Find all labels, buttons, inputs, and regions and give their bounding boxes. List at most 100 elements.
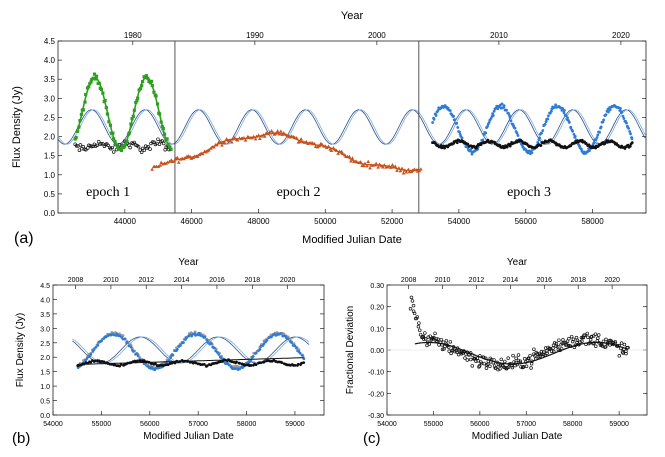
data-point-black (541, 350, 546, 354)
data-point-orange (159, 160, 163, 164)
data-point-blue (562, 111, 566, 115)
data-point-blue (194, 334, 197, 337)
data-point-black (514, 356, 518, 361)
top-tick-label: 2010 (435, 277, 451, 284)
data-point-black (238, 362, 242, 365)
data-point-black (302, 361, 306, 365)
x-tick-label: 46000 (181, 217, 204, 226)
data-point-orange (350, 156, 355, 160)
data-point-black (259, 361, 263, 365)
fit-green (77, 76, 172, 151)
data-point-blue (88, 355, 91, 358)
y-tick-label: 0.00 (370, 348, 384, 355)
data-point-orange (401, 171, 406, 175)
data-point-black (455, 141, 459, 145)
data-point-orange (165, 160, 170, 164)
data-point-blue (540, 131, 544, 135)
data-point-orange (376, 165, 380, 169)
data-point-black (511, 353, 515, 358)
data-point-green (92, 72, 97, 76)
data-point-orange (404, 170, 409, 174)
top-axis-label: Year (341, 10, 364, 22)
data-point-blue (185, 336, 188, 340)
data-point-blue (453, 118, 457, 122)
data-point-black (554, 341, 559, 346)
data-point-blue (228, 363, 231, 367)
data-point-black (522, 357, 527, 361)
data-point-blue (118, 334, 122, 338)
epoch-label: epoch 3 (507, 185, 551, 200)
data-point-blue (622, 117, 626, 120)
data-point-blue (203, 335, 207, 339)
top-tick-label: 2008 (68, 277, 84, 284)
data-point-black (545, 349, 549, 353)
data-point-black (533, 353, 537, 358)
data-point-blue (604, 113, 608, 117)
data-point-blue (598, 130, 601, 134)
data-point-black (506, 356, 510, 360)
data-point-black (439, 337, 444, 342)
data-point-orange (374, 161, 378, 165)
data-point-black (428, 334, 432, 338)
data-point-black (146, 145, 150, 149)
y-tick-label: 3.5 (40, 312, 50, 319)
data-point-blue (460, 136, 464, 140)
data-point-black (423, 337, 428, 341)
data-point-black (433, 331, 437, 336)
data-point-black (448, 340, 453, 344)
data-point-blue (595, 136, 599, 139)
data-point-blue (627, 126, 630, 130)
data-point-black (410, 299, 415, 303)
data-point-blue (254, 351, 258, 355)
data-point-black (571, 337, 576, 342)
data-point-black (594, 344, 598, 349)
data-point-orange (195, 154, 200, 159)
data-point-blue (219, 356, 223, 360)
data-point-black (510, 365, 515, 370)
data-point-blue (572, 132, 576, 136)
data-point-black (604, 337, 608, 342)
data-point-black (111, 150, 116, 154)
data-point-black (603, 345, 608, 349)
data-point-black (160, 139, 164, 143)
y-tick-label: 0.10 (370, 326, 384, 333)
y-tick-label: 1.0 (40, 384, 50, 391)
data-point-black (173, 361, 177, 365)
data-point-black (89, 360, 93, 364)
data-point-blue (625, 121, 628, 125)
data-point-black (512, 360, 516, 364)
data-point-black (243, 363, 247, 367)
data-point-blue (209, 341, 213, 345)
data-point-orange (275, 129, 280, 133)
top-tick-label: 2018 (570, 277, 586, 284)
data-point-blue (607, 110, 610, 114)
trend-line (77, 357, 304, 365)
data-point-blue (179, 344, 182, 347)
data-point-black (613, 340, 618, 344)
data-point-black (87, 143, 91, 148)
data-point-orange (362, 163, 366, 168)
data-point-orange (381, 165, 385, 169)
data-point-orange (398, 168, 403, 173)
data-point-black (465, 358, 470, 362)
data-point-blue (190, 334, 193, 338)
data-point-black (142, 148, 147, 152)
data-point-blue (452, 114, 456, 118)
data-point-orange (315, 145, 320, 149)
y-tick-label: 0.5 (44, 190, 56, 199)
y-tick-label: 0.0 (44, 209, 56, 218)
panel-label: (c) (363, 430, 381, 447)
data-point-black (411, 303, 416, 308)
data-point-blue (500, 102, 504, 106)
data-point-blue (502, 104, 506, 108)
data-point-green (76, 129, 80, 133)
data-point-blue (573, 135, 577, 138)
data-point-black (524, 364, 529, 368)
data-point-blue (561, 106, 564, 110)
data-point-black (619, 341, 624, 345)
data-point-blue (484, 131, 488, 135)
x-tick-label: 58000 (563, 421, 583, 428)
data-point-blue (594, 138, 598, 142)
x-tick-label: 58000 (581, 217, 604, 226)
y-tick-label: 3.5 (44, 75, 56, 84)
